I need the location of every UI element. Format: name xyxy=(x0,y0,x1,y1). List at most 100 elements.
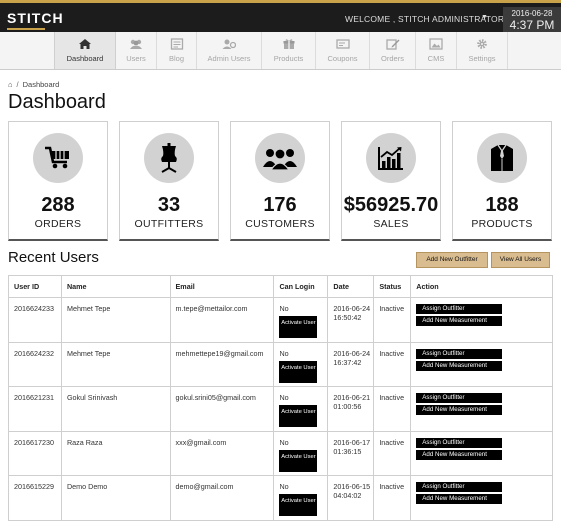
assign-outfitter-button[interactable]: Assign Outfitter xyxy=(416,437,503,448)
date-value: 2016-06-24 xyxy=(333,304,371,313)
stat-value: 288 xyxy=(41,194,75,216)
stat-value: 33 xyxy=(157,194,181,216)
table-row: 2016615229 Demo Demo demo@gmail.com No Ac… xyxy=(8,475,553,521)
name-cell: Demo Demo xyxy=(60,475,171,521)
email-cell: gokul.srini05@gmail.com xyxy=(169,386,275,432)
blog-icon xyxy=(170,38,183,50)
top-bar: STITCH WELCOME , STITCH ADMINISTRATOR ▼ … xyxy=(0,0,561,35)
name-cell: Mehmet Tepe xyxy=(60,297,171,343)
activate-user-button[interactable]: Activate User xyxy=(279,405,318,427)
home-icon[interactable]: ⌂ xyxy=(8,80,13,89)
assign-outfitter-button[interactable]: Assign Outfitter xyxy=(416,304,503,314)
nav-products[interactable]: Products xyxy=(262,32,316,69)
nav-cms[interactable]: CMS xyxy=(416,32,457,69)
table-row: 2016624233 Mehmet Tepe m.tepe@mettailor.… xyxy=(8,297,553,343)
nav-blog[interactable]: Blog xyxy=(157,32,197,69)
assign-outfitter-button[interactable]: Assign Outfitter xyxy=(416,393,503,403)
can-login-value: No xyxy=(279,482,289,491)
main-nav: Dashboard Users Blog Admin Users Product… xyxy=(0,32,561,70)
clock-time: 4:37 PM xyxy=(509,18,555,32)
view-all-users-button[interactable]: View All Users xyxy=(491,252,550,268)
column-header[interactable]: Can Login xyxy=(273,275,329,298)
email-cell: demo@gmail.com xyxy=(169,475,275,521)
add-measurement-button[interactable]: Add New Measurement xyxy=(416,494,503,504)
stat-card-outfitters[interactable]: 33 OUTFITTERS xyxy=(119,121,219,241)
add-measurement-button[interactable]: Add New Measurement xyxy=(416,360,503,371)
activate-user-button[interactable]: Activate User xyxy=(279,360,318,383)
stat-label: ORDERS xyxy=(34,218,82,230)
column-header[interactable]: Action xyxy=(410,275,553,298)
column-header[interactable]: Date xyxy=(327,275,375,298)
nav-label: Products xyxy=(273,54,304,63)
column-header[interactable]: Email xyxy=(169,275,275,298)
breadcrumb-separator: / xyxy=(16,80,19,89)
stat-value: $56925.70 xyxy=(343,194,439,216)
nav-orders[interactable]: Orders xyxy=(370,32,416,69)
date-cell: 2016-06-21 01:00:56 xyxy=(327,386,375,432)
cart-icon xyxy=(45,146,69,169)
date-value: 2016-06-21 xyxy=(333,393,371,402)
gear-icon xyxy=(477,39,487,49)
activate-user-button[interactable]: Activate User xyxy=(279,316,318,338)
status-cell: Inactive xyxy=(373,386,412,432)
user-menu[interactable]: WELCOME , STITCH ADMINISTRATOR xyxy=(345,14,505,24)
time-value: 16:50:42 xyxy=(333,313,362,322)
date-cell: 2016-06-24 16:37:42 xyxy=(327,341,375,387)
date-value: 2016-06-17 xyxy=(333,437,371,447)
time-value: 01:00:56 xyxy=(333,402,362,411)
can-login-cell: No Activate User xyxy=(273,475,329,521)
add-measurement-button[interactable]: Add New Measurement xyxy=(416,405,503,415)
email-cell: xxx@gmail.com xyxy=(169,430,275,476)
chart-icon xyxy=(378,147,403,170)
time-value: 04:04:02 xyxy=(333,491,362,500)
can-login-value: No xyxy=(279,304,289,313)
app-logo[interactable]: STITCH xyxy=(7,10,64,26)
can-login-cell: No Activate User xyxy=(273,341,329,387)
column-header[interactable]: Name xyxy=(60,275,171,298)
can-login-cell: No Activate User xyxy=(273,297,329,343)
status-cell: Inactive xyxy=(373,341,412,387)
chevron-down-icon[interactable]: ▼ xyxy=(481,14,488,21)
stat-icon-circle xyxy=(477,133,527,183)
section-title: Recent Users xyxy=(8,249,99,266)
nav-coupons[interactable]: Coupons xyxy=(316,32,370,69)
action-cell: Assign Outfitter Add New Measurement xyxy=(410,386,553,432)
can-login-cell: No Activate User xyxy=(273,386,329,432)
assign-outfitter-button[interactable]: Assign Outfitter xyxy=(416,482,503,492)
stat-card-orders[interactable]: 288 ORDERS xyxy=(8,121,108,241)
can-login-value: No xyxy=(279,393,289,402)
nav-users[interactable]: Users xyxy=(116,32,157,69)
stat-icon-circle xyxy=(144,133,194,183)
stat-label: SALES xyxy=(373,218,409,230)
activate-user-button[interactable]: Activate User xyxy=(279,449,318,472)
add-measurement-button[interactable]: Add New Measurement xyxy=(416,316,503,326)
status-cell: Inactive xyxy=(373,475,412,521)
nav-settings[interactable]: Settings xyxy=(457,32,508,69)
nav-label: Blog xyxy=(168,54,184,63)
add-outfitter-button[interactable]: Add New Outfitter xyxy=(416,252,488,268)
column-header[interactable]: User ID xyxy=(8,275,62,298)
table-row: 2016617230 Raza Raza xxx@gmail.com No Act… xyxy=(8,430,553,476)
stat-card-sales[interactable]: $56925.70 SALES xyxy=(341,121,441,241)
stat-label: CUSTOMERS xyxy=(245,218,315,230)
assign-outfitter-button[interactable]: Assign Outfitter xyxy=(416,348,503,359)
nav-label: Coupons xyxy=(327,54,358,63)
column-header[interactable]: Status xyxy=(373,275,412,298)
nav-dashboard[interactable]: Dashboard xyxy=(54,32,116,69)
name-cell: Mehmet Tepe xyxy=(60,341,171,387)
activate-user-button[interactable]: Activate User xyxy=(279,494,318,516)
add-measurement-button[interactable]: Add New Measurement xyxy=(416,449,503,460)
stat-card-products[interactable]: 188 PRODUCTS xyxy=(452,121,552,241)
nav-label: Users xyxy=(126,54,146,63)
shirt-icon xyxy=(491,144,513,171)
user-id-cell: 2016621231 xyxy=(8,386,62,432)
nav-admin-users[interactable]: Admin Users xyxy=(197,32,262,69)
user-id-cell: 2016624233 xyxy=(8,297,62,343)
action-cell: Assign Outfitter Add New Measurement xyxy=(410,475,553,521)
nav-label: Admin Users xyxy=(207,54,251,63)
page-title: Dashboard xyxy=(8,91,106,113)
stat-card-customers[interactable]: 176 CUSTOMERS xyxy=(230,121,330,241)
can-login-value: No xyxy=(279,348,289,358)
time-value: 16:37:42 xyxy=(333,357,362,367)
table-header-row: User ID Name Email Can Login Date Status… xyxy=(8,275,553,298)
